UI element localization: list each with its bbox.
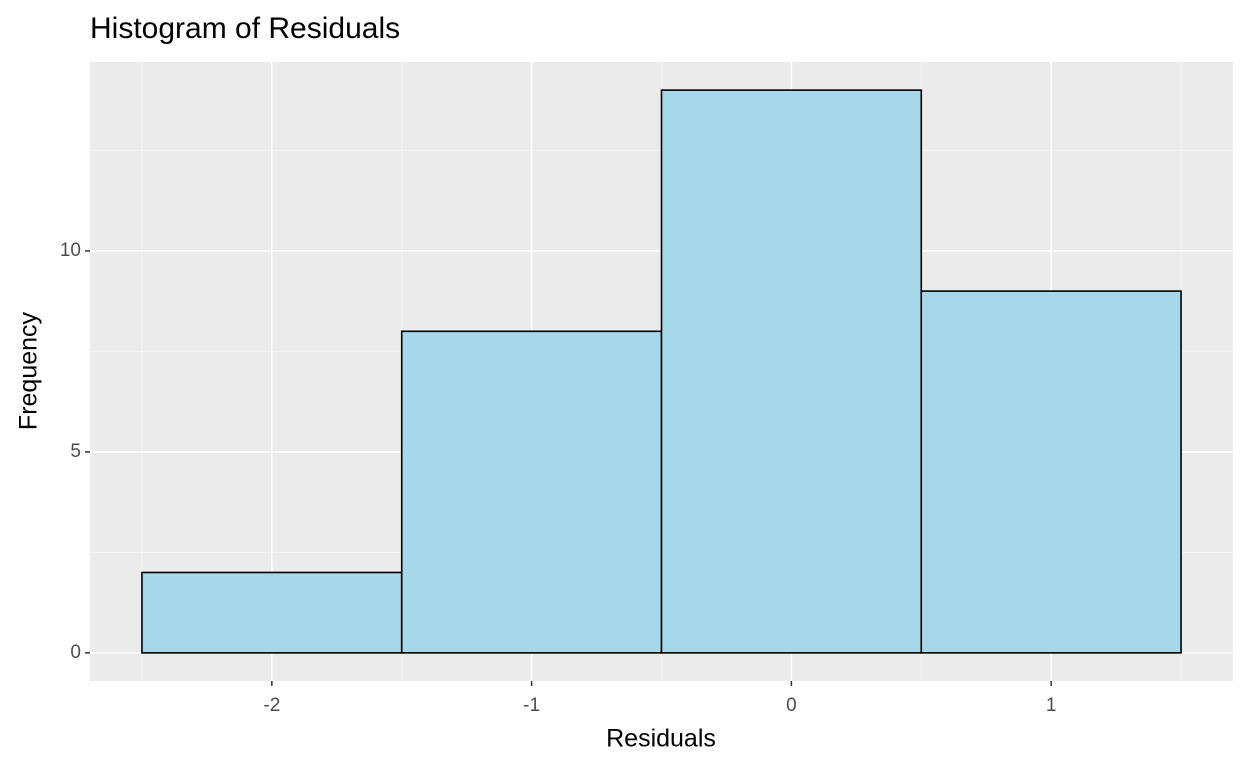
x-tick-label: -2	[263, 695, 280, 716]
y-tick-label: 0	[70, 642, 81, 663]
histogram-bar	[141, 571, 403, 654]
x-tick-label: 0	[786, 695, 797, 716]
y-axis-label: Frequency	[15, 311, 43, 430]
y-tick-label: 10	[60, 240, 81, 261]
x-axis-label: Residuals	[606, 725, 716, 753]
y-tick-label: 5	[70, 441, 81, 462]
histogram-bar	[920, 290, 1182, 654]
histogram-bar	[660, 89, 923, 654]
chart-title: Histogram of Residuals	[90, 12, 400, 45]
x-tick-label: 1	[1046, 695, 1057, 716]
x-tick-label: -1	[523, 695, 540, 716]
histogram-bar	[400, 330, 663, 654]
